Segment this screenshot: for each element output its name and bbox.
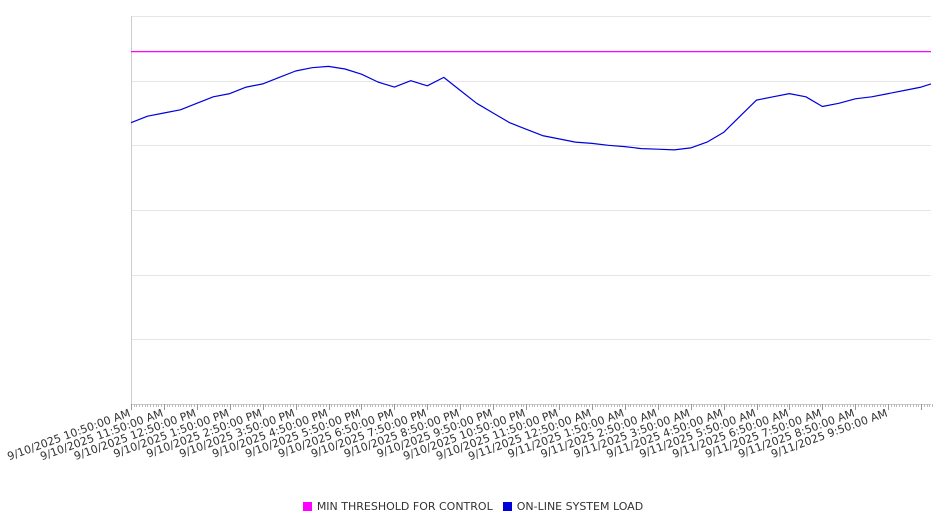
x-axis-tick-labels: 9/10/2025 10:50:00 AM9/10/2025 11:50:00 … xyxy=(6,407,890,464)
legend: MIN THRESHOLD FOR CONTROL ON-LINE SYSTEM… xyxy=(0,497,946,515)
x-axis-ticks xyxy=(131,404,933,410)
legend-label-threshold: MIN THRESHOLD FOR CONTROL xyxy=(316,499,493,513)
legend-label-load: ON-LINE SYSTEM LOAD xyxy=(516,499,644,513)
legend-swatch-threshold xyxy=(302,501,312,511)
axes xyxy=(131,16,931,405)
system-load-line xyxy=(130,65,932,151)
legend-item-threshold[interactable]: MIN THRESHOLD FOR CONTROL xyxy=(302,499,493,513)
gridlines xyxy=(131,16,931,405)
line-chart: 9/10/2025 10:50:00 AM9/10/2025 11:50:00 … xyxy=(6,16,933,464)
legend-item-load[interactable]: ON-LINE SYSTEM LOAD xyxy=(502,499,644,513)
legend-swatch-load xyxy=(502,501,512,511)
series-lines xyxy=(130,50,932,151)
